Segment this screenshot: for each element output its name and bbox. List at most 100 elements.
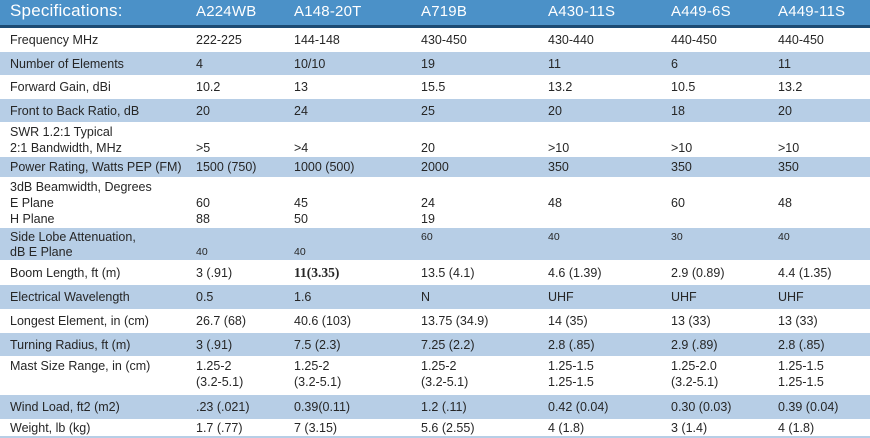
spec-value: 350: [542, 157, 665, 177]
spec-value: UHF: [665, 285, 772, 309]
column-header-a148-20t: A148-20T: [288, 0, 415, 28]
spec-value: 19: [415, 52, 542, 75]
spec-value: 40: [542, 228, 665, 260]
spec-value: 15.5: [421, 80, 446, 94]
spec-value: 48: [548, 196, 562, 210]
spec-value: 0.30 (0.03): [665, 395, 772, 419]
spec-value: 440-450: [671, 32, 717, 47]
spec-value: 350: [772, 157, 870, 177]
spec-row-swr-bandwidth: SWR 1.2:1 Typical 2:1 Bandwidth, MHz >5 >4 2…: [0, 122, 870, 157]
spec-value: 11: [772, 52, 870, 75]
spec-value: 26.7 (68): [196, 314, 247, 328]
column-header-a224wb: A224WB: [190, 0, 288, 28]
spec-value: 4.4 (1.35): [778, 265, 832, 280]
spec-value: 1.2 (.11): [415, 395, 542, 419]
spec-value: 11(3.35): [294, 264, 340, 280]
spec-value: 1.25-2 (3.2-5.1): [196, 359, 244, 389]
spec-value: 10/10: [288, 52, 415, 75]
spec-label: Frequency MHz: [10, 32, 99, 47]
spec-value: UHF: [772, 285, 870, 309]
spec-value: 13 (33): [778, 314, 818, 328]
spec-value: 30: [665, 228, 772, 260]
spec-value: 7.25 (2.2): [415, 333, 542, 356]
spec-value: 3 (.91): [196, 265, 233, 280]
spec-label: Front to Back Ratio, dB: [0, 99, 190, 122]
spec-value: 222-225: [196, 32, 242, 47]
spec-value: 20: [190, 99, 288, 122]
spec-value: 11: [542, 52, 665, 75]
spec-value: 0.39(0.11): [288, 395, 415, 419]
column-header-a430-11s: A430-11S: [542, 0, 665, 28]
spec-row-power-rating: Power Rating, Watts PEP (FM) 1500 (750) 10…: [0, 157, 870, 177]
spec-label: Weight, lb (kg): [10, 420, 91, 435]
spec-value: 48: [778, 196, 792, 210]
spec-value: 2.8 (.85): [542, 333, 665, 356]
column-header-a719b: A719B: [415, 0, 542, 28]
spec-value: 13.5 (4.1): [421, 265, 475, 280]
spec-value: 2.9 (0.89): [671, 265, 725, 280]
spec-value: 13: [294, 80, 308, 94]
spec-value: 1500 (750): [190, 157, 288, 177]
spec-value: 10.2: [196, 80, 221, 94]
spec-value: 4.6 (1.39): [548, 265, 602, 280]
spec-value: 2.8 (.85): [772, 333, 870, 356]
spec-row-beamwidth: 3dB Beamwidth, Degrees E Plane H Plane 60 88…: [0, 177, 870, 228]
spec-value: 1.25-2 (3.2-5.1): [421, 359, 469, 389]
spec-value: 1.6: [288, 285, 415, 309]
spec-value: 20: [542, 99, 665, 122]
spec-row-front-to-back: Front to Back Ratio, dB 20 24 25 20 18 20: [0, 99, 870, 122]
spec-value: >4: [294, 141, 309, 155]
spec-value: 45 50: [294, 196, 308, 226]
spec-label: Longest Element, in (cm): [10, 314, 149, 328]
spec-value: 1.25-2.0 (3.2-5.1): [671, 359, 719, 389]
spec-value: 7 (3.15): [294, 420, 338, 435]
spec-value: 24 19: [421, 196, 435, 226]
spec-value: 40.6 (103): [294, 314, 351, 328]
spec-value: 430-450: [421, 32, 467, 47]
spec-value: 1.25-1.5 1.25-1.5: [548, 359, 594, 389]
spec-label: Number of Elements: [0, 52, 190, 75]
spec-label: Boom Length, ft (m): [10, 265, 121, 280]
spec-label: Side Lobe Attenuation, dB E Plane: [0, 228, 190, 260]
spec-value: 5.6 (2.55): [421, 420, 475, 435]
spec-value: 6: [665, 52, 772, 75]
spec-value: 1.7 (.77): [196, 420, 243, 435]
table-title: Specifications:: [0, 0, 190, 28]
spec-value: 60: [415, 228, 542, 260]
spec-value: 1000 (500): [288, 157, 415, 177]
spec-value: 13.75 (34.9): [421, 314, 489, 328]
spec-value: >5: [196, 141, 211, 155]
spec-value: 20: [421, 141, 435, 155]
spec-value: 430-440: [548, 32, 594, 47]
spec-label: SWR 1.2:1 Typical 2:1 Bandwidth, MHz: [10, 125, 122, 155]
spec-value: 13 (33): [671, 314, 711, 328]
spec-value: 10.5: [671, 80, 696, 94]
spec-value: 0.5: [190, 285, 288, 309]
spec-value: 4 (1.8): [548, 420, 585, 435]
spec-value: 0.42 (0.04): [542, 395, 665, 419]
spec-label: Wind Load, ft2 (m2): [0, 395, 190, 419]
spec-value: 440-450: [778, 32, 824, 47]
spec-value: 2000: [415, 157, 542, 177]
spec-value: 3 (1.4): [671, 420, 708, 435]
spec-value: 60: [671, 196, 685, 210]
spec-value: 1.25-1.5 1.25-1.5: [778, 359, 824, 389]
spec-label: Power Rating, Watts PEP (FM): [0, 157, 190, 177]
spec-row-wind-load: Wind Load, ft2 (m2) .23 (.021) 0.39(0.11) 1…: [0, 395, 870, 419]
spec-value: 40: [288, 228, 415, 260]
spec-label: Turning Radius, ft (m): [0, 333, 190, 356]
spec-value: >10: [778, 141, 800, 155]
spec-row-weight: Weight, lb (kg) 1.7 (.77) 7 (3.15) 5.6 (2.5…: [0, 419, 870, 436]
spec-label: 3dB Beamwidth, Degrees E Plane H Plane: [10, 180, 152, 226]
spec-value: 2.9 (.89): [665, 333, 772, 356]
spec-value: 24: [288, 99, 415, 122]
spec-row-boom-length: Boom Length, ft (m) 3 (.91) 11(3.35) 13.5 (…: [0, 260, 870, 285]
spec-value: 60 88: [196, 196, 210, 226]
spec-value: 13.2: [548, 80, 573, 94]
spec-value: 25: [415, 99, 542, 122]
spec-row-longest-element: Longest Element, in (cm) 26.7 (68) 40.6 (1…: [0, 309, 870, 333]
spec-row-forward-gain: Forward Gain, dBi 10.2 13 15.5 13.2 10.5 13.2: [0, 75, 870, 99]
spec-value: UHF: [542, 285, 665, 309]
spec-value: .23 (.021): [190, 395, 288, 419]
